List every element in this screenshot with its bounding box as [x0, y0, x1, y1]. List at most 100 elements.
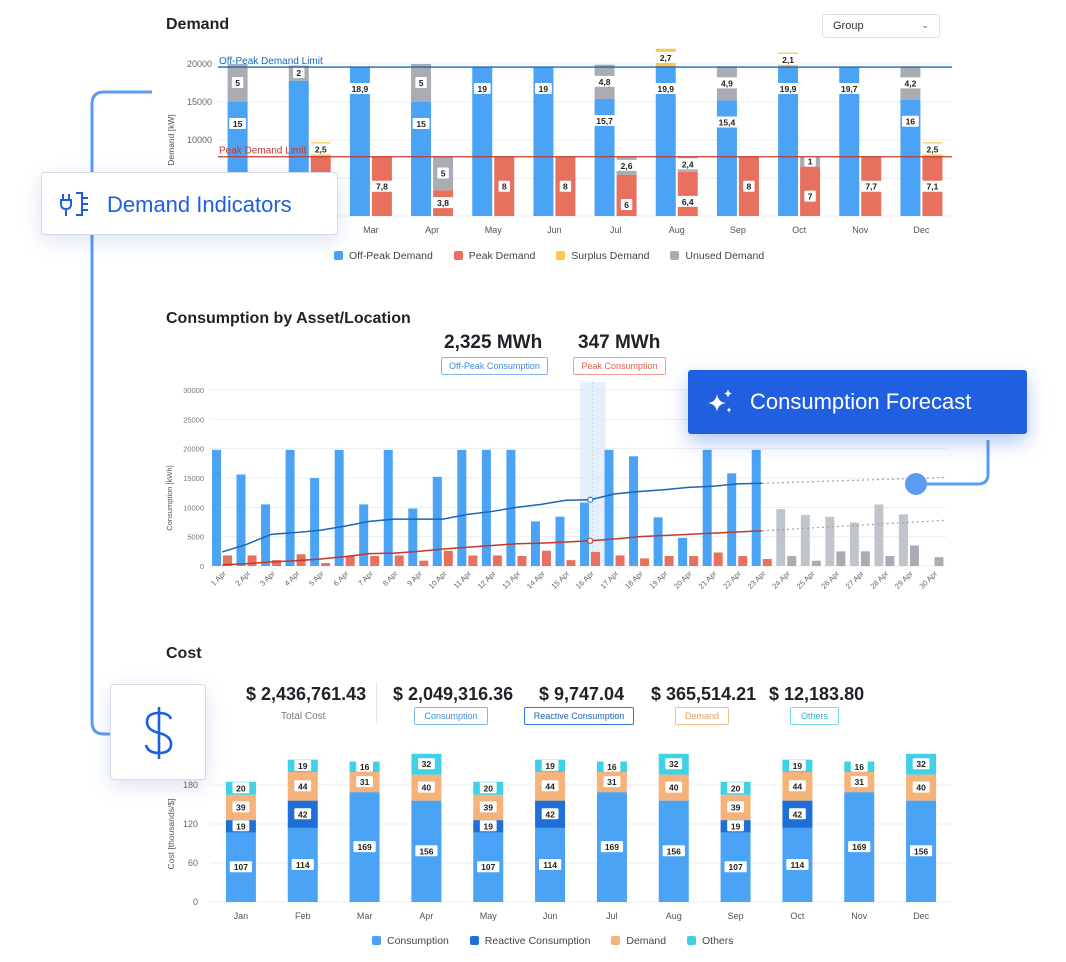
- consumption-cost-bar-label-bg: [848, 841, 871, 853]
- x-tick-label: Dec: [913, 911, 930, 921]
- x-tick-label: 27 Apr: [844, 569, 866, 591]
- surplus-label-bg: [309, 143, 332, 155]
- group-select[interactable]: Group ⌄: [822, 14, 940, 38]
- consumption-forecast-callout[interactable]: Consumption Forecast: [688, 370, 1027, 434]
- offpeak-label-bg: [713, 116, 741, 128]
- demand-cost-bar-label-bg: [232, 801, 250, 813]
- peak-consumption-bar: [419, 560, 429, 566]
- cost-legend: Consumption Reactive Consumption Demand …: [372, 935, 752, 947]
- demand-cost-bar-label-bg: [665, 781, 683, 793]
- demand-cost-bar-label: 44: [545, 781, 555, 791]
- offpeak-label: 15: [416, 119, 426, 129]
- legend-reactive-consumption[interactable]: Reactive Consumption: [469, 935, 591, 947]
- surplus-label: 2,7: [660, 53, 672, 63]
- offpeak-label: 19,9: [657, 84, 674, 94]
- x-tick-label: Apr: [419, 911, 433, 921]
- offpeak-consumption-bar: [457, 449, 467, 566]
- forecast-offpeak-bar: [874, 504, 884, 566]
- x-tick-label: Jun: [547, 225, 562, 235]
- reactive-cost-bar-label: 42: [545, 809, 555, 819]
- x-tick-label: 24 Apr: [770, 569, 792, 591]
- legend-offpeak-demand[interactable]: Off-Peak Demand: [334, 250, 433, 262]
- legend-label: Consumption: [387, 935, 449, 947]
- cost-callout[interactable]: [110, 684, 206, 780]
- demand-indicators-callout[interactable]: Demand Indicators: [41, 172, 338, 235]
- offpeak-bar: [716, 100, 737, 216]
- unused-label: 2,6: [621, 161, 633, 171]
- offpeak-consumption-pill[interactable]: Off-Peak Consumption: [441, 357, 548, 375]
- x-tick-label: Jul: [610, 225, 622, 235]
- peak-consumption-bar: [738, 556, 748, 566]
- x-tick-label: Sep: [728, 911, 744, 921]
- x-tick-label: Oct: [792, 225, 807, 235]
- others-cost-pill[interactable]: Others: [790, 707, 839, 725]
- peak-consumption-bar: [762, 558, 772, 566]
- swatch-consumption: [372, 936, 381, 945]
- swatch-peak: [453, 251, 463, 260]
- offpeak-consumption-bar: [580, 502, 589, 566]
- reactive-cost-bar-label-bg: [727, 820, 744, 832]
- others-cost-bar-label-bg: [356, 760, 373, 772]
- consumption-title: Consumption by Asset/Location: [166, 310, 411, 327]
- x-tick-label: Oct: [790, 911, 805, 921]
- peak-label: 8: [563, 182, 568, 192]
- y-tick-label: 60: [188, 858, 198, 868]
- peak-label: 3,8: [437, 198, 449, 208]
- demand-cost-bar-label: 39: [731, 802, 741, 812]
- swatch-reactive: [469, 936, 479, 945]
- peak-consumption-pill[interactable]: Peak Consumption: [573, 357, 666, 375]
- reactive-cost-pill[interactable]: Reactive Consumption: [524, 707, 634, 725]
- x-tick-label: Dec: [913, 225, 930, 235]
- peak-consumption-bar: [615, 555, 625, 566]
- x-tick-label: 5 Apr: [307, 569, 326, 588]
- others-cost-bar-label: 19: [298, 761, 308, 771]
- legend-consumption[interactable]: Consumption: [372, 935, 449, 947]
- legend-label: Reactive Consumption: [484, 935, 591, 947]
- legend-label: Unused Demand: [685, 250, 765, 262]
- demand-cost-pill[interactable]: Demand: [675, 707, 729, 725]
- legend-surplus-demand[interactable]: Surplus Demand: [556, 250, 649, 262]
- legend-peak-demand[interactable]: Peak Demand: [453, 250, 535, 262]
- x-tick-label: 13 Apr: [500, 569, 522, 591]
- y-axis-label: Demand [kW]: [166, 114, 176, 166]
- consumption-cost-bar-label: 169: [357, 842, 371, 852]
- legend-unused-demand[interactable]: Unused Demand: [670, 250, 764, 262]
- legend-label: Others: [701, 935, 734, 947]
- demand-cost-bar-label: 44: [793, 781, 803, 791]
- peak-consumption-bar: [713, 552, 723, 566]
- peak-limit-label: Peak Demand Limit: [219, 146, 306, 157]
- demand-cost-bar-label: 31: [607, 777, 617, 787]
- peak-label: 7,8: [376, 182, 388, 192]
- consumption-cost-bar-label: 114: [296, 860, 310, 870]
- x-tick-label: 7 Apr: [356, 569, 375, 588]
- unused-label-bg: [231, 77, 244, 88]
- x-tick-label: 18 Apr: [623, 569, 645, 591]
- offpeak-limit-label: Off-Peak Demand Limit: [219, 56, 323, 67]
- legend-others[interactable]: Others: [686, 935, 734, 947]
- x-tick-label: 23 Apr: [746, 569, 768, 591]
- group-select-value: Group: [833, 20, 864, 32]
- reactive-cost-bar-label: 42: [793, 809, 803, 819]
- reactive-cost-bar-label-bg: [294, 808, 312, 820]
- cost-divider: [376, 682, 377, 724]
- offpeak-label: 18,9: [352, 84, 369, 94]
- reactive-cost-bar-label-bg: [541, 808, 559, 820]
- x-tick-label: Feb: [295, 911, 311, 921]
- consumption-cost-pill[interactable]: Consumption: [414, 707, 488, 725]
- others-cost-bar-label-bg: [603, 760, 621, 772]
- surplus-label: 2,1: [782, 55, 794, 65]
- legend-demand[interactable]: Demand: [611, 935, 666, 947]
- x-tick-label: Aug: [666, 911, 682, 921]
- unused-label: 4,9: [721, 78, 733, 88]
- offpeak-consumption-bar: [212, 449, 221, 566]
- peak-label-bg: [804, 190, 816, 202]
- peak-consumption-bar: [223, 555, 232, 566]
- legend-label: Off-Peak Demand: [349, 250, 433, 262]
- plug-icon: [60, 192, 88, 216]
- x-tick-label: 8 Apr: [381, 569, 400, 588]
- consumption-cost-bar-label: 156: [914, 846, 928, 856]
- offpeak-consumption-bar: [481, 449, 491, 566]
- y-tick-label: 20000: [187, 59, 212, 69]
- unused-label: 5: [419, 78, 424, 88]
- unused-label-bg: [676, 158, 699, 170]
